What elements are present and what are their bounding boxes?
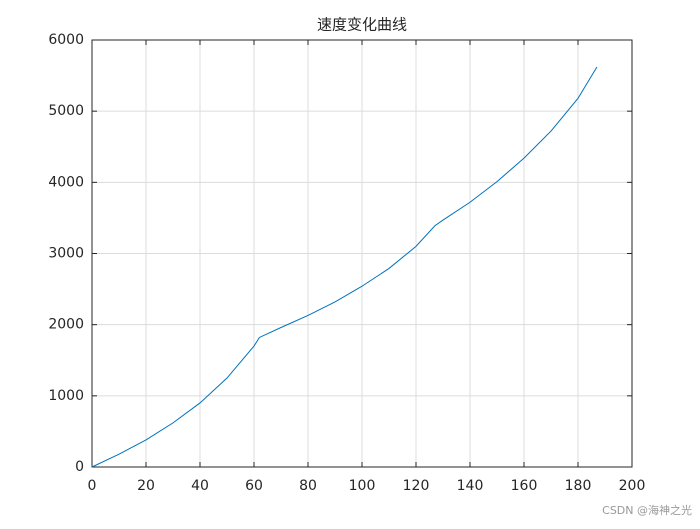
x-tick-label: 200 bbox=[619, 478, 646, 494]
chart-title: 速度变化曲线 bbox=[317, 16, 407, 34]
x-tick-label: 80 bbox=[299, 478, 317, 494]
y-tick-label: 0 bbox=[75, 459, 84, 475]
x-tick-label: 160 bbox=[511, 478, 538, 494]
x-tick-label: 140 bbox=[457, 478, 484, 494]
x-tick-label: 180 bbox=[565, 478, 592, 494]
x-tick-label: 20 bbox=[137, 478, 155, 494]
watermark: CSDN @海神之光 bbox=[602, 503, 692, 517]
data-line bbox=[91, 66, 598, 468]
x-tick-label: 100 bbox=[349, 478, 376, 494]
y-tick-label: 4000 bbox=[48, 174, 84, 190]
y-tick-label: 6000 bbox=[48, 32, 84, 48]
plot-frame bbox=[91, 39, 633, 468]
x-tick-label: 40 bbox=[191, 478, 209, 494]
x-tick-label: 120 bbox=[403, 478, 430, 494]
y-tick-label: 2000 bbox=[48, 317, 84, 333]
y-tick-label: 3000 bbox=[48, 246, 84, 262]
y-tick-label: 5000 bbox=[48, 103, 84, 119]
y-tick-label: 1000 bbox=[48, 388, 84, 404]
x-tick-label: 60 bbox=[245, 478, 263, 494]
x-tick-label: 0 bbox=[88, 478, 97, 494]
